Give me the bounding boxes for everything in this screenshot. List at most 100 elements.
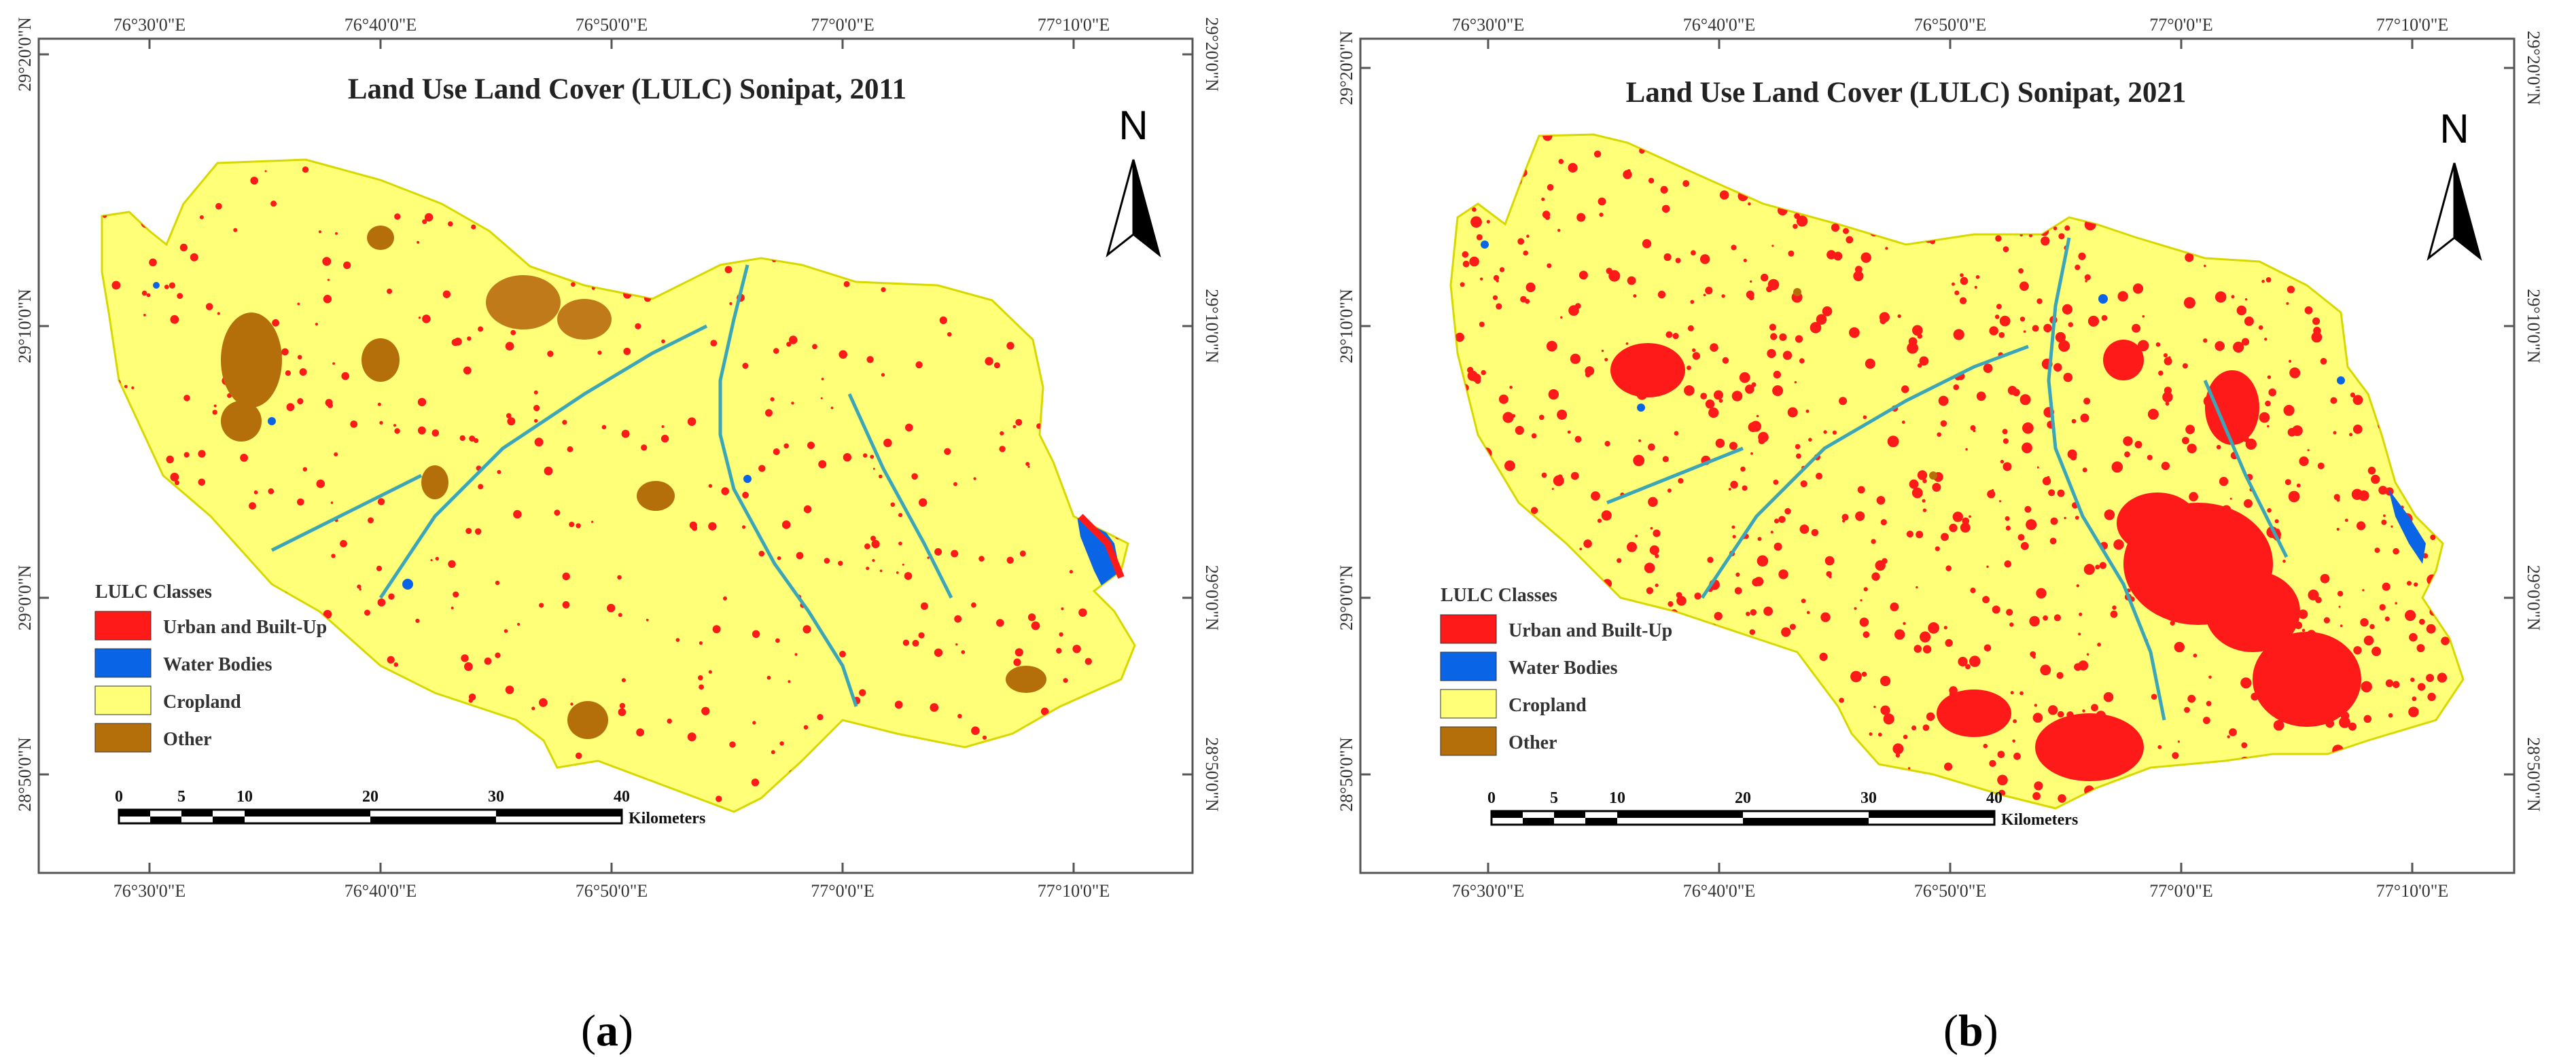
urban-speckle: [2042, 477, 2051, 486]
urban-speckle: [1916, 531, 1924, 539]
urban-speckle: [149, 258, 157, 267]
urban-speckle: [2164, 357, 2172, 365]
urban-speckle: [2312, 317, 2321, 325]
urban-speckle: [1714, 611, 1723, 621]
urban-speckle: [2142, 315, 2145, 318]
urban-speckle: [1470, 216, 1482, 228]
urban-speckle: [1827, 250, 1836, 259]
urban-speckle: [170, 472, 179, 482]
urban-speckle: [2134, 441, 2142, 448]
urban-speckle: [1772, 385, 1784, 397]
urban-speckle: [1547, 263, 1552, 268]
urban-speckle: [1997, 751, 2005, 758]
urban-speckle: [2032, 792, 2041, 800]
urban-speckle: [1811, 528, 1819, 537]
bottom-tick-label: 77°0'0"E: [2149, 881, 2213, 901]
north-label: N: [1118, 103, 1148, 148]
urban-speckle: [1460, 282, 1465, 287]
urban-speckle: [1570, 471, 1579, 480]
urban-speckle: [1493, 274, 1500, 281]
urban-speckle: [1660, 185, 1668, 194]
urban-speckle: [2333, 431, 2337, 435]
left-latitude-labels: 29°20'0"N 29°10'0"N 29°0'0"N 28°50'0"N: [1337, 31, 1356, 812]
urban-speckle: [387, 656, 395, 664]
urban-speckle: [513, 509, 522, 519]
urban-speckle: [2007, 386, 2017, 395]
urban-speckle: [468, 693, 476, 701]
urban-speckle: [1648, 497, 1658, 507]
urban-speckle: [863, 453, 868, 458]
urban-speckle: [902, 639, 910, 646]
urban-speckle: [2147, 454, 2153, 461]
urban-speckle: [2187, 694, 2196, 703]
urban-speckle: [1940, 420, 1947, 427]
legend-label: Other: [163, 729, 212, 750]
urban-speckle: [1863, 415, 1867, 419]
urban-speckle: [803, 725, 809, 730]
urban-speckle: [1794, 213, 1800, 219]
urban-speckle: [2111, 461, 2123, 473]
urban-speckle: [1912, 325, 1923, 336]
urban-speckle: [752, 721, 756, 725]
scale-label: 40: [614, 788, 630, 806]
urban-speckle: [1999, 500, 2002, 503]
urban-speckle: [1839, 698, 1844, 703]
urban-speckle: [1919, 356, 1929, 366]
urban-speckle: [1860, 599, 1863, 602]
urban-speckle: [264, 170, 267, 173]
urban-speckle: [2265, 277, 2272, 283]
legend-label: Water Bodies: [1508, 658, 1618, 679]
urban-speckle: [721, 487, 729, 495]
urban-speckle: [459, 435, 465, 442]
urban-speckle: [562, 420, 567, 425]
urban-speckle: [1745, 384, 1754, 394]
urban-speckle: [803, 505, 812, 514]
urban-speckle: [1876, 496, 1886, 505]
urban-speckle: [2337, 590, 2344, 597]
urban-speckle: [915, 361, 923, 369]
urban-speckle: [1462, 251, 1469, 258]
urban-speckle: [2137, 340, 2149, 352]
urban-speckle: [454, 338, 462, 346]
urban-speckle: [2267, 375, 2272, 379]
urban-speckle: [1547, 183, 1554, 191]
urban-speckle: [2151, 694, 2157, 700]
urban-speckle: [687, 417, 696, 426]
top-longitude-labels: 76°30'0"E 76°40'0"E 76°50'0"E 77°0'0"E 7…: [113, 15, 1110, 35]
urban-speckle: [944, 448, 951, 455]
urban-speckle: [2084, 274, 2091, 281]
urban-speckle: [2183, 297, 2195, 309]
urban-speckle: [1773, 480, 1779, 485]
urban-speckle: [920, 602, 928, 610]
urban-speckle: [1511, 414, 1516, 418]
urban-speckle: [2427, 692, 2436, 702]
urban-speckle: [1944, 762, 1953, 771]
urban-speckle: [2361, 681, 2372, 693]
left-tick-label: 29°20'0"N: [1337, 31, 1356, 105]
urban-speckle: [463, 366, 472, 375]
urban-speckle: [1774, 542, 1782, 551]
urban-speckle: [830, 406, 834, 410]
urban-speckle: [2085, 280, 2087, 283]
urban-speckle: [1665, 331, 1673, 338]
right-tick-label: 29°0'0"N: [2524, 565, 2543, 631]
top-tick-label: 76°50'0"E: [576, 15, 648, 35]
urban-speckle: [451, 607, 454, 609]
urban-speckle: [2229, 728, 2237, 736]
urban-speckle: [1781, 627, 1791, 637]
urban-speckle: [2124, 451, 2130, 458]
urban-speckle: [562, 601, 570, 609]
urban-speckle: [866, 356, 874, 363]
legend-swatch: [94, 723, 152, 753]
urban-speckle: [1517, 238, 1525, 245]
urban-speckle: [618, 613, 622, 617]
urban-speckle: [2340, 624, 2343, 627]
urban-speckle: [636, 728, 644, 737]
urban-speckle: [534, 437, 544, 447]
urban-speckle: [2036, 588, 2047, 598]
legend-label: Water Bodies: [163, 654, 272, 675]
legend-item: Water Bodies: [94, 648, 272, 678]
urban-speckle: [506, 413, 512, 418]
urban-speckle: [350, 420, 358, 428]
urban-speckle: [660, 435, 669, 443]
